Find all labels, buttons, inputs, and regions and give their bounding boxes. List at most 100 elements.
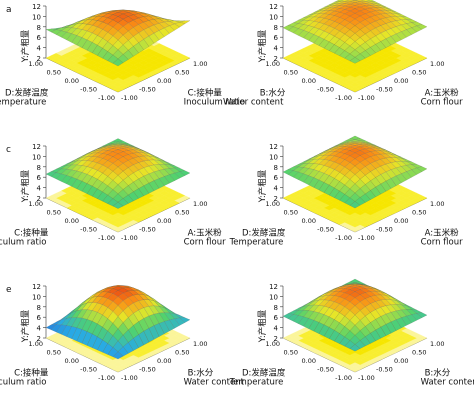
panel-letter-a: a [6,5,12,15]
z-tick-label: 4 [274,185,279,193]
z-tick-label: 2 [274,335,278,343]
y-tick-label: 1.00 [266,60,280,68]
y-tick-label: 1.00 [29,200,43,208]
x-axis-label-cn: C:接种量 [188,87,223,98]
y-axis-label-cn: C:接种量 [14,227,49,238]
z-tick-label: 4 [274,45,279,53]
x-tick-label: -0.50 [139,86,156,94]
z-tick-label: 8 [37,164,41,172]
x-axis-label-cn: B:水分 [425,367,451,378]
x-tick-label: -1.00 [121,374,138,382]
y-tick-label: -1.00 [98,234,115,242]
y-tick-label: 0.50 [47,209,61,217]
y-tick-label: -0.50 [80,86,97,94]
z-tick-label: 12 [32,283,41,291]
y-tick-label: 0.00 [65,217,79,225]
z-tick-label: 2 [37,55,41,63]
y-tick-label: 0.50 [284,209,298,217]
z-tick-label: 4 [274,325,279,333]
x-tick-label: -1.00 [121,94,138,102]
y-tick-label: -0.50 [317,86,334,94]
z-tick-label: 10 [269,293,278,301]
z-tick-label: 12 [269,143,278,151]
y-tick-label: 0.50 [47,69,61,77]
z-axis-label: Y:产粗量 [20,169,31,203]
surface-mesh [45,138,191,209]
surface-mesh [45,285,191,360]
z-tick-label: 12 [32,143,41,151]
z-tick-label: 6 [274,314,279,322]
surface-plot-2: 24681012-1.00-0.500.000.501.00-1.00-0.50… [223,0,463,107]
y-tick-label: -0.50 [80,226,97,234]
y-axis-label-en: Water content [223,97,284,107]
y-tick-label: 1.00 [29,60,43,68]
x-axis-label-cn: A:玉米粉 [425,227,460,238]
z-tick-label: 10 [32,13,41,21]
panel-letter-c: c [6,145,11,155]
x-tick-label: -1.00 [358,94,375,102]
z-axis-label: Y:产粗量 [20,29,31,63]
surface-cell [112,351,124,360]
z-tick-label: 8 [274,164,278,172]
x-tick-label: 1.00 [430,340,444,348]
x-tick-label: 0.00 [157,77,171,85]
surface-mesh [282,0,428,64]
y-tick-label: 0.50 [47,349,61,357]
z-tick-label: 2 [274,55,278,63]
x-axis-label-en: Corn flour [184,237,227,247]
x-axis-label-cn: B:水分 [188,367,214,378]
x-tick-label: 1.00 [430,200,444,208]
y-axis-label-en: Inoculum ratio [0,377,46,387]
surface-cell [349,201,361,209]
y-tick-label: -0.50 [317,226,334,234]
y-tick-label: 0.50 [284,349,298,357]
x-tick-label: 0.00 [394,357,408,365]
panel-letter-e: e [6,285,12,295]
y-axis-label-cn: D:发酵温度 [5,87,49,98]
y-tick-label: -1.00 [335,374,352,382]
y-tick-label: 0.00 [65,77,79,85]
z-tick-label: 12 [269,3,278,11]
x-axis-label-en: Water content [421,377,474,387]
z-tick-label: 2 [37,195,41,203]
z-tick-label: 2 [274,195,278,203]
z-tick-label: 8 [274,304,278,312]
y-tick-label: 0.00 [302,217,316,225]
x-tick-label: 0.50 [175,69,189,77]
x-tick-label: 0.50 [412,69,426,77]
y-tick-label: 1.00 [29,340,43,348]
y-axis-label-cn: C:接种量 [14,367,49,378]
y-axis-label-en: Temperature [229,237,284,247]
x-tick-label: 1.00 [193,340,207,348]
surface-cell [349,344,361,352]
y-axis-label-cn: D:发酵温度 [242,227,286,238]
z-axis-label: Y:产粗量 [257,309,268,343]
y-axis-label-en: Inoculum ratio [0,237,46,247]
x-tick-label: 0.50 [412,209,426,217]
z-tick-label: 6 [274,174,279,182]
x-tick-label: 0.50 [175,349,189,357]
x-tick-label: -1.00 [358,234,375,242]
y-tick-label: 1.00 [266,340,280,348]
z-tick-label: 4 [37,185,42,193]
z-tick-label: 10 [32,293,41,301]
x-axis-label-cn: A:玉米粉 [188,227,223,238]
z-axis-label: Y:产粗量 [257,29,268,63]
x-tick-label: -0.50 [376,366,393,374]
z-tick-label: 12 [32,3,41,11]
x-tick-label: 1.00 [193,200,207,208]
y-tick-label: -1.00 [98,374,115,382]
z-tick-label: 6 [37,174,42,182]
x-tick-label: -0.50 [139,226,156,234]
surface-mesh [45,9,191,67]
x-tick-label: -1.00 [121,234,138,242]
y-axis-label-cn: B:水分 [260,87,286,98]
z-tick-label: 10 [269,13,278,21]
x-axis-label-en: Water content [184,377,245,387]
y-tick-label: -1.00 [98,94,115,102]
y-tick-label: -0.50 [80,366,97,374]
z-axis-label: Y:产粗量 [20,309,31,343]
x-tick-label: -0.50 [139,366,156,374]
surface-mesh [282,135,428,209]
